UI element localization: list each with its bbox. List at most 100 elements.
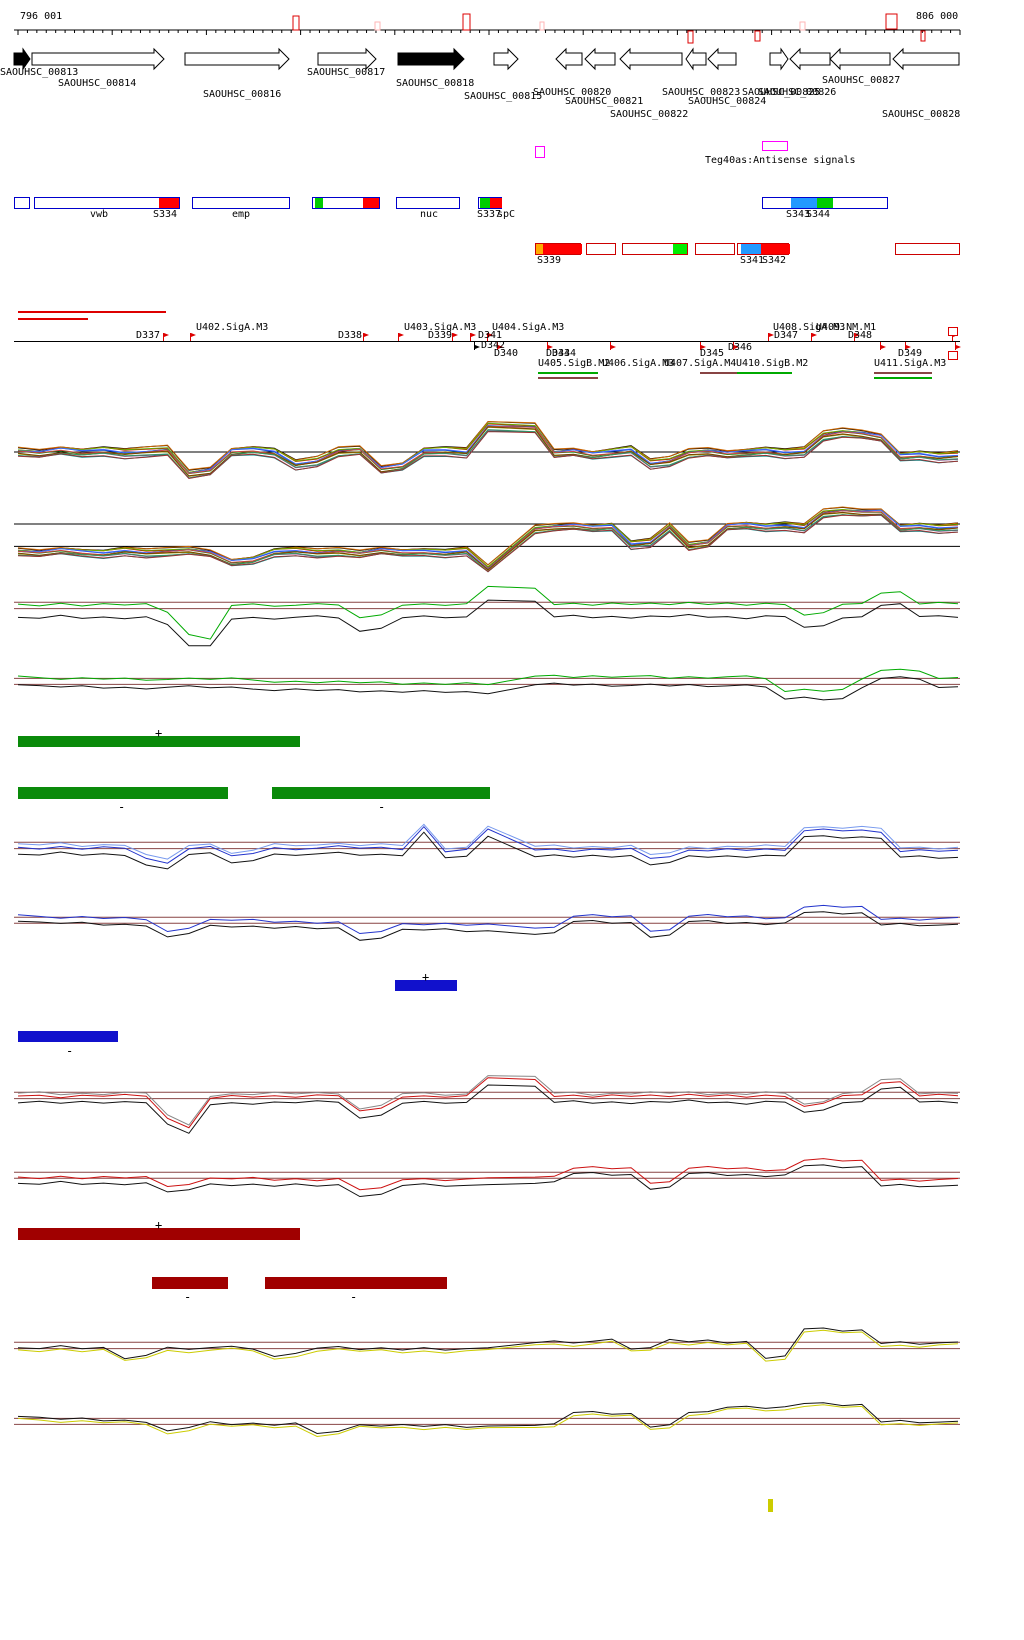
gene-arrow-saouhsc_00814[interactable]: [31, 47, 165, 71]
signal-line: [17, 1329, 959, 1362]
srna-row1-segment: [159, 198, 179, 208]
strand-sign: +: [422, 970, 430, 984]
tss-label: U403.SigA.M3: [404, 322, 477, 333]
tss-flag: [497, 342, 498, 350]
gene-label: SAOUHSC_00816: [203, 89, 282, 100]
expression-track-blue-condition-minus: [14, 904, 960, 941]
tss-label: D343: [546, 348, 571, 359]
ruler-feature-box: [885, 13, 898, 30]
expression-track-yellow-condition-plus: [14, 1327, 960, 1362]
gene-arrow-saouhsc_00826[interactable]: [789, 47, 831, 71]
gene-arrow-saouhsc_00821[interactable]: [584, 47, 616, 71]
ruler-feature-box: [462, 13, 471, 31]
tss-flag-pennant: [701, 345, 706, 349]
tss-flag: [880, 342, 881, 350]
tss-label: U405.SigB.M2: [538, 358, 611, 369]
tss-label: D340: [494, 348, 519, 359]
srna-row1-label: vwb: [90, 209, 109, 220]
tss-label: D346: [728, 342, 753, 353]
gene-arrow-saouhsc_00818[interactable]: [397, 47, 465, 71]
tss-flag: [470, 333, 471, 341]
gene-label: SAOUHSC_00818: [396, 78, 475, 89]
srna-row1-label: S344: [806, 209, 831, 220]
tss-label: D341: [478, 330, 503, 341]
gene-arrow-saouhsc_00816[interactable]: [184, 47, 290, 71]
srna-row1-label: S337: [477, 209, 502, 220]
srna-row2-box[interactable]: [895, 243, 960, 255]
tss-flag-pennant: [191, 333, 196, 337]
srna-row1-box[interactable]: [34, 197, 180, 209]
srna-row1-segment: [791, 198, 817, 208]
signal-line: [17, 422, 959, 473]
coordinate-ruler: [14, 13, 961, 44]
gene-arrow-saouhsc_00827[interactable]: [829, 47, 891, 71]
srna-row2-box[interactable]: [622, 243, 688, 255]
srna-row2-label: S342: [762, 255, 787, 266]
srna-row2-box[interactable]: [695, 243, 735, 255]
gene-arrow-saouhsc_00815[interactable]: [493, 47, 519, 71]
ruler-feature-box: [799, 21, 806, 31]
tss-axis: [14, 341, 960, 342]
gene-arrow-saouhsc_00828[interactable]: [892, 47, 960, 71]
strand-sign: -: [350, 1290, 358, 1304]
segment-bar: [152, 1277, 228, 1289]
expression-track-green-condition-plus: [14, 585, 960, 647]
tss-underline: [538, 377, 598, 379]
tss-flag-pennant: [906, 345, 911, 349]
tss-label: U410.SigB.M2: [736, 358, 809, 369]
tss-flag: [952, 333, 953, 341]
tss-flag-pennant: [364, 333, 369, 337]
tss-label: D342: [481, 340, 506, 351]
signal-line: [17, 1084, 959, 1134]
srna-row1-box[interactable]: [192, 197, 290, 209]
tss-flag: [811, 333, 812, 341]
gene-arrow-saouhsc_00813[interactable]: [13, 47, 31, 71]
tss-underline: [874, 372, 932, 374]
ruler-end-label: 806 000: [916, 11, 959, 22]
gene-arrow-saouhsc_00820[interactable]: [555, 47, 583, 71]
tss-flag: [854, 333, 855, 341]
tss-flag: [487, 333, 488, 341]
gene-arrow-saouhsc_00824[interactable]: [707, 47, 737, 71]
gene-label: SAOUHSC_00820: [533, 87, 612, 98]
gene-arrow-saouhsc_00822[interactable]: [619, 47, 683, 71]
srna-row1-box[interactable]: [478, 197, 502, 209]
gene-arrow-teg40as[interactable]: [769, 47, 789, 71]
segment-bar: [18, 1031, 118, 1042]
tss-flag-pennant: [611, 345, 616, 349]
signal-line: [17, 831, 959, 870]
tss-flag-pennant: [498, 345, 503, 349]
srna-row1-box[interactable]: [396, 197, 460, 209]
srna-row1-segment: [480, 198, 490, 208]
srna-row2-segment: [741, 244, 761, 254]
srna-row2-box[interactable]: [586, 243, 616, 255]
tss-label: D344: [552, 348, 577, 359]
signal-line: [17, 904, 959, 935]
gene-arrow-saouhsc_00823[interactable]: [685, 47, 707, 71]
signal-line: [17, 426, 959, 477]
srna-row1-box[interactable]: [312, 197, 380, 209]
segment-bar: [18, 736, 300, 747]
srna-row1-box[interactable]: [14, 197, 30, 209]
segment-bar: [265, 1277, 447, 1289]
tss-flag-pennant: [769, 333, 774, 337]
segment-bar: [18, 1228, 300, 1240]
tss-underline: [538, 372, 598, 374]
gene-arrow-saouhsc_00817[interactable]: [317, 47, 377, 71]
srna-row2-box[interactable]: [737, 243, 790, 255]
srna-row2-box[interactable]: [535, 243, 582, 255]
signal-line: [17, 514, 959, 573]
expression-track-blue-condition-plus: [14, 823, 960, 870]
srna-row1-box[interactable]: [762, 197, 888, 209]
tss-flag: [547, 342, 548, 350]
tss-flag-pennant: [164, 333, 169, 337]
gene-label: SAOUHSC_00815: [464, 91, 543, 102]
tss-flag-pennant: [475, 345, 480, 349]
signal-line: [17, 1404, 959, 1438]
tss-label: D339: [428, 330, 453, 341]
transcript-line: [18, 318, 88, 320]
srna-row1-label: emp: [232, 209, 251, 220]
tss-flag-pennant: [548, 345, 553, 349]
signal-line: [17, 508, 959, 568]
tss-underline: [874, 377, 932, 379]
